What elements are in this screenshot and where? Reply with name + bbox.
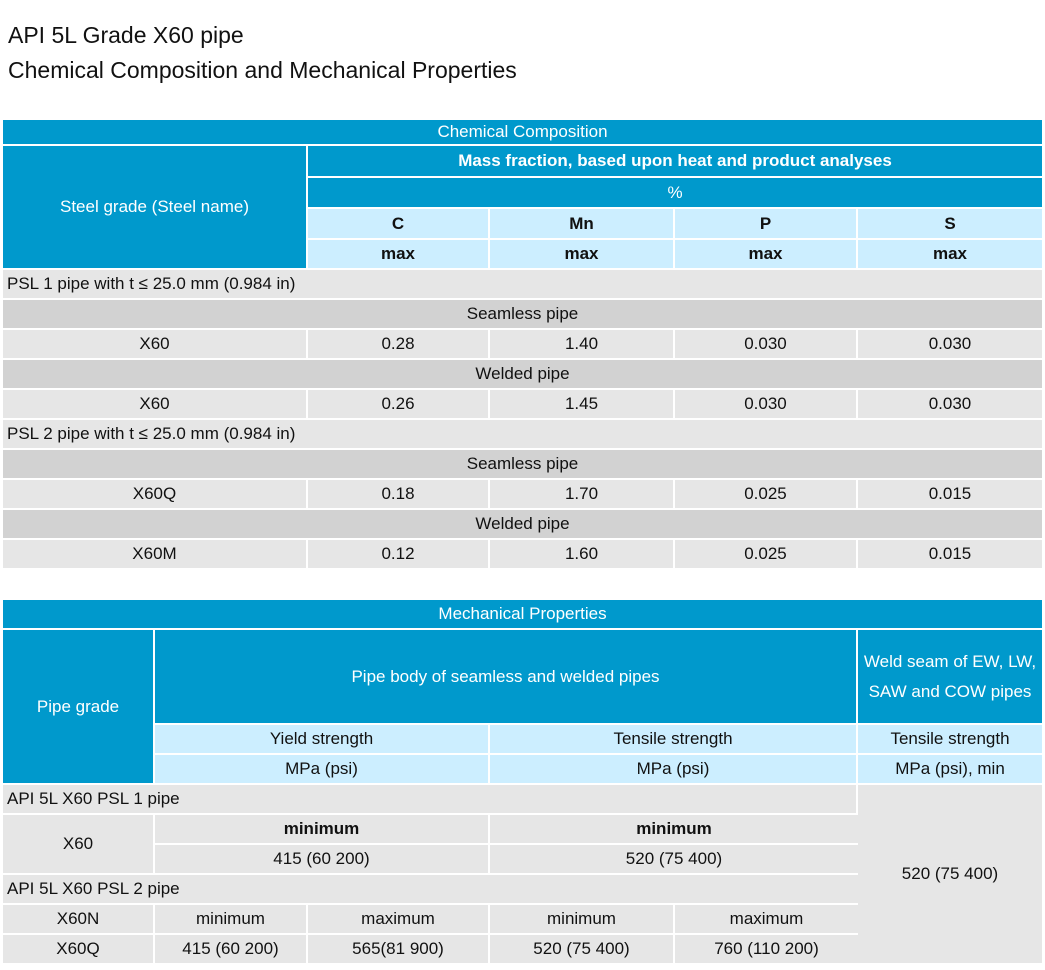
group-label: PSL 2 pipe with t ≤ 25.0 mm (0.984 in)	[3, 420, 1042, 450]
page-title: API 5L Grade X60 pipe	[8, 22, 244, 48]
psl1-grade: X60	[3, 815, 155, 875]
value-cell: 1.70	[490, 480, 675, 510]
psl2-grade: X60N	[3, 905, 155, 935]
psl1-tensile-value: 520 (75 400)	[490, 845, 858, 875]
chemical-composition-table: Chemical Composition Steel grade (Steel …	[3, 120, 1042, 570]
value-cell: 0.025	[675, 480, 858, 510]
section-label: Seamless pipe	[3, 450, 1042, 480]
limit-header: max	[490, 240, 675, 270]
section-label: Welded pipe	[3, 510, 1042, 540]
tensile-strength-header: Tensile strength	[490, 725, 858, 755]
value-cell: 0.030	[675, 390, 858, 420]
value-cell: 0.26	[308, 390, 490, 420]
psl2-value: 520 (75 400)	[490, 935, 675, 965]
section-row: Welded pipe	[3, 510, 1042, 540]
mechanical-title: Mechanical Properties	[3, 600, 1043, 630]
value-cell: 0.18	[308, 480, 490, 510]
value-cell: 1.40	[490, 330, 675, 360]
yield-unit: MPa (psi)	[155, 755, 490, 785]
value-cell: 0.030	[675, 330, 858, 360]
value-cell: 0.030	[858, 390, 1042, 420]
section-label: Welded pipe	[3, 360, 1042, 390]
psl1-yield-value: 415 (60 200)	[155, 845, 490, 875]
group-row: PSL 2 pipe with t ≤ 25.0 mm (0.984 in)	[3, 420, 1042, 450]
grade-cell: X60Q	[3, 480, 308, 510]
psl2-label: API 5L X60 PSL 2 pipe	[3, 875, 858, 905]
value-cell: 1.45	[490, 390, 675, 420]
psl2-limit: maximum	[308, 905, 490, 935]
element-header: S	[858, 209, 1042, 240]
section-label: Seamless pipe	[3, 300, 1042, 330]
grade-cell: X60M	[3, 540, 308, 570]
group-label: PSL 1 pipe with t ≤ 25.0 mm (0.984 in)	[3, 270, 1042, 300]
psl2-limit: minimum	[155, 905, 308, 935]
value-cell: 0.030	[858, 330, 1042, 360]
table-row: X60 0.28 1.40 0.030 0.030	[3, 330, 1042, 360]
value-cell: 0.015	[858, 540, 1042, 570]
value-cell: 0.025	[675, 540, 858, 570]
element-header: P	[675, 209, 858, 240]
mechanical-properties-table: Mechanical Properties Pipe grade Pipe bo…	[3, 600, 1043, 965]
yield-strength-header: Yield strength	[155, 725, 490, 755]
psl1-tensile-limit: minimum	[490, 815, 858, 845]
value-cell: 0.12	[308, 540, 490, 570]
element-header: C	[308, 209, 490, 240]
value-cell: 1.60	[490, 540, 675, 570]
psl1-label: API 5L X60 PSL 1 pipe	[3, 785, 858, 815]
section-row: Seamless pipe	[3, 300, 1042, 330]
psl2-limit: maximum	[675, 905, 858, 935]
value-cell: 0.015	[858, 480, 1042, 510]
grade-cell: X60	[3, 390, 308, 420]
weld-unit: MPa (psi), min	[858, 755, 1043, 785]
page-subtitle: Chemical Composition and Mechanical Prop…	[8, 57, 517, 83]
limit-header: max	[675, 240, 858, 270]
steel-grade-header: Steel grade (Steel name)	[3, 146, 308, 270]
pipe-grade-header: Pipe grade	[3, 630, 155, 785]
limit-header: max	[308, 240, 490, 270]
weld-seam-header: Weld seam of EW, LW, SAW and COW pipes	[858, 630, 1043, 725]
psl2-value: 760 (110 200)	[675, 935, 858, 965]
pipe-body-header: Pipe body of seamless and welded pipes	[155, 630, 858, 725]
unit-header: %	[308, 178, 1042, 209]
psl1-yield-limit: minimum	[155, 815, 490, 845]
psl2-value: 565(81 900)	[308, 935, 490, 965]
psl2-value: 415 (60 200)	[155, 935, 308, 965]
element-header: Mn	[490, 209, 675, 240]
value-cell: 0.28	[308, 330, 490, 360]
weld-tensile-header: Tensile strength	[858, 725, 1043, 755]
table-row: X60 0.26 1.45 0.030 0.030	[3, 390, 1042, 420]
grade-cell: X60	[3, 330, 308, 360]
section-row: Seamless pipe	[3, 450, 1042, 480]
psl2-grade: X60Q	[3, 935, 155, 965]
mass-fraction-header: Mass fraction, based upon heat and produ…	[308, 146, 1042, 178]
section-row: Welded pipe	[3, 360, 1042, 390]
table-row: X60Q 0.18 1.70 0.025 0.015	[3, 480, 1042, 510]
weld-tensile-value: 520 (75 400)	[858, 785, 1043, 965]
chemical-title: Chemical Composition	[3, 120, 1042, 146]
limit-header: max	[858, 240, 1042, 270]
psl2-limit: minimum	[490, 905, 675, 935]
table-row: X60M 0.12 1.60 0.025 0.015	[3, 540, 1042, 570]
tensile-unit: MPa (psi)	[490, 755, 858, 785]
group-row: PSL 1 pipe with t ≤ 25.0 mm (0.984 in)	[3, 270, 1042, 300]
